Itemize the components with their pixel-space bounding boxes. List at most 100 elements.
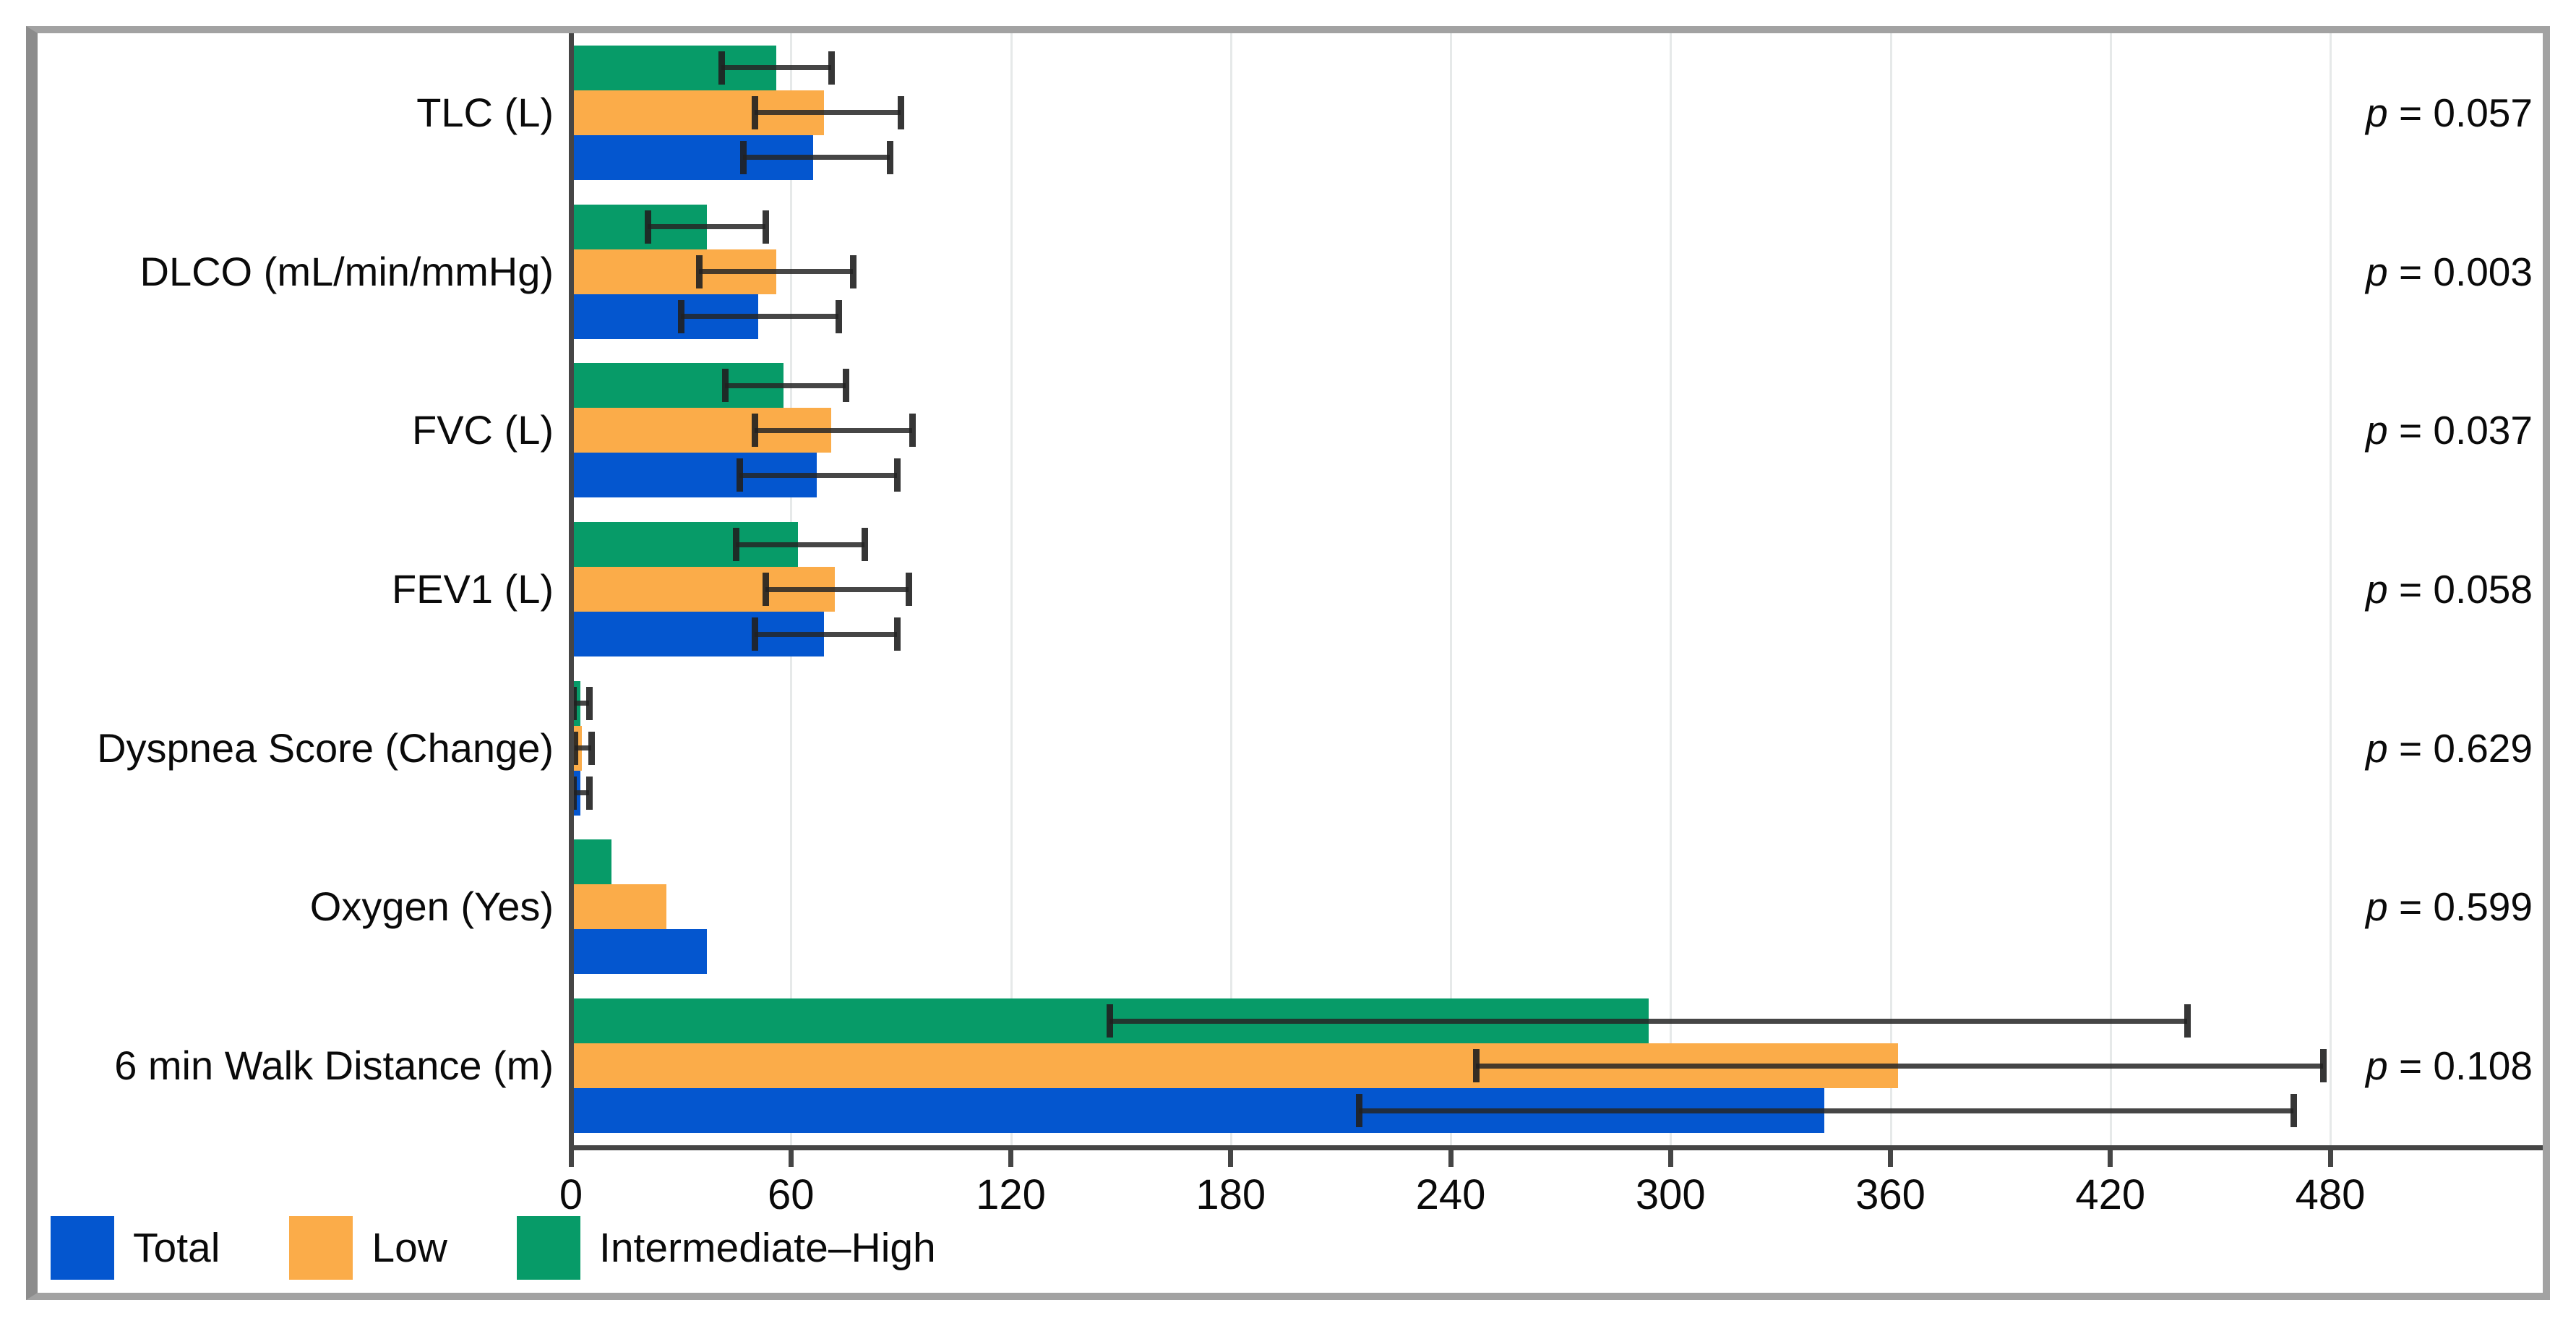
error-bar-cap [2291,1094,2298,1128]
gridline [1889,33,1892,1145]
p-value-label: p = 0.599 [2366,884,2533,930]
axis-tick [788,1145,794,1167]
axis-tick [1888,1145,1893,1167]
error-bar [572,701,590,706]
legend-item-intermediate-high: Intermediate–High [516,1216,936,1280]
error-bar-cap [2184,1004,2191,1038]
p-symbol: p [2366,90,2388,135]
error-bar-cap [751,414,758,448]
error-bar-cap [887,140,894,174]
p-symbol: p [2366,249,2388,294]
p-value-label: p = 0.108 [2366,1043,2533,1089]
legend-label-intermediate-high: Intermediate–High [598,1225,936,1271]
category-label: Dyspnea Score (Change) [97,724,554,771]
error-bar-cap [718,51,725,85]
axis-tick [1448,1145,1454,1167]
error-bar-cap [586,686,593,720]
p-symbol: p [2366,1043,2388,1089]
error-bar [736,542,864,547]
axis-tick-label: 480 [2295,1171,2366,1218]
y-axis-line [569,33,574,1167]
legend-swatch-total [51,1216,114,1280]
error-bar [721,65,832,71]
axis-tick-label: 300 [1635,1171,1706,1218]
category-label: FEV1 (L) [391,566,554,612]
p-value-label: p = 0.003 [2366,249,2533,294]
p-value-label: p = 0.057 [2366,90,2533,135]
p-value-label: p = 0.629 [2366,725,2533,771]
error-bar-cap [740,140,747,174]
gridline [1010,33,1013,1145]
error-bar-cap [909,414,916,448]
error-bar [754,631,898,637]
axis-tick [1667,1145,1673,1167]
gridline [2330,33,2332,1145]
axis-tick-label: 60 [767,1171,815,1218]
error-bar-cap [1356,1094,1363,1128]
error-bar [754,427,912,433]
legend-label-total: Total [133,1225,220,1271]
legend-label-low: Low [372,1225,447,1271]
error-bar-cap [737,458,744,492]
p-symbol: p [2366,884,2388,930]
axis-tick-label: 360 [1855,1171,1925,1218]
category-label: TLC (L) [416,89,554,135]
legend-swatch-intermediate-high [516,1216,580,1280]
error-bar-cap [1107,1004,1114,1038]
error-bar [724,382,846,388]
axis-tick-label: 420 [2075,1171,2146,1218]
error-bar [699,269,854,275]
axis-tick [1228,1145,1234,1167]
error-bar-cap [836,299,843,333]
error-bar-cap [645,210,652,244]
legend-swatch-low [289,1216,353,1280]
error-bar-cap [733,528,740,561]
error-bar [743,155,890,161]
error-bar-cap [721,369,729,403]
error-bar [575,745,591,751]
error-bar-cap [762,210,769,244]
legend-item-low: Low [289,1216,447,1280]
error-bar-cap [586,776,593,810]
p-value-label: p = 0.037 [2366,408,2533,453]
gridline [1450,33,1452,1145]
error-bar-cap [572,731,579,765]
category-label: FVC (L) [412,407,554,453]
error-bar-cap [861,528,868,561]
axis-tick [2327,1145,2333,1167]
gridline [1229,33,1232,1145]
bar-low [571,884,666,930]
bar-intermediate-high [571,839,611,885]
p-value-label: p = 0.058 [2366,567,2533,612]
error-bar-cap [1473,1049,1480,1083]
error-bar-cap [678,299,685,333]
p-symbol: p [2366,725,2388,771]
error-bar-cap [762,573,769,606]
error-bar [681,314,839,320]
error-bar-cap [588,731,595,765]
error-bar-cap [898,95,905,129]
error-bar-cap [894,458,901,492]
legend: Total Low Intermediate–High [51,1215,936,1281]
axis-tick [2108,1145,2113,1167]
error-bar-cap [2319,1049,2327,1083]
error-bar-cap [843,369,850,403]
p-symbol: p [2366,567,2388,612]
p-symbol: p [2366,408,2388,453]
category-label: Oxygen (Yes) [309,884,554,930]
axis-tick [1008,1145,1013,1167]
error-bar-cap [751,95,758,129]
x-axis-line [569,1145,2543,1150]
axis-tick-label: 120 [976,1171,1046,1218]
axis-tick-label: 240 [1415,1171,1486,1218]
error-bar [765,586,909,592]
error-bar [1359,1108,2294,1113]
category-label: 6 min Walk Distance (m) [114,1043,554,1089]
error-bar-cap [696,254,703,288]
gridline [2109,33,2112,1145]
error-bar [572,790,590,796]
gridline [1670,33,1673,1145]
axis-tick-label: 0 [559,1171,583,1218]
error-bar [754,110,901,116]
